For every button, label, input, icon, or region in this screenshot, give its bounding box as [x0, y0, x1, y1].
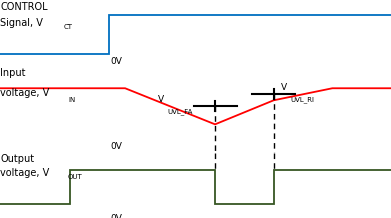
Text: Signal, V: Signal, V [0, 19, 43, 29]
Text: OUT: OUT [68, 174, 83, 180]
Text: V: V [281, 83, 287, 92]
Text: CONTROL: CONTROL [0, 2, 48, 12]
Text: voltage, V: voltage, V [0, 168, 50, 178]
Text: CT: CT [64, 24, 73, 30]
Text: 0V: 0V [110, 142, 122, 151]
Text: UVL_FA: UVL_FA [167, 109, 193, 116]
Text: voltage, V: voltage, V [0, 88, 50, 98]
Text: Input: Input [0, 68, 26, 78]
Text: 0V: 0V [110, 57, 122, 66]
Text: UVL_RI: UVL_RI [290, 97, 314, 103]
Text: Output: Output [0, 154, 34, 164]
Text: V: V [158, 95, 165, 104]
Text: 0V: 0V [110, 214, 122, 218]
Text: IN: IN [68, 97, 75, 103]
